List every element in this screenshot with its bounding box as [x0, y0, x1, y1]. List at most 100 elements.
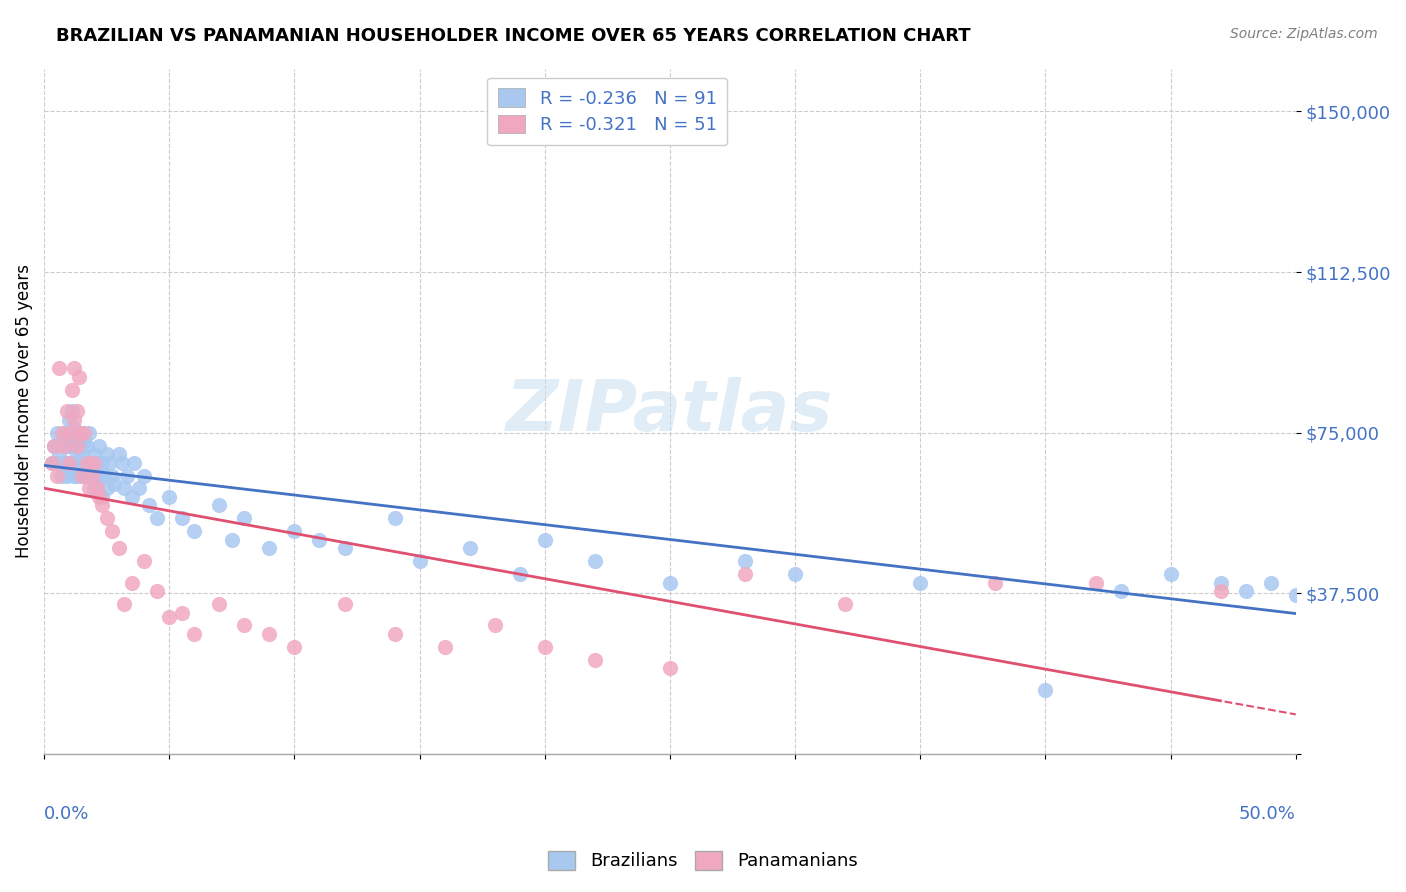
Point	[384, 627, 406, 641]
Point	[45, 468, 67, 483]
Point	[58, 456, 80, 470]
Point	[48, 361, 70, 376]
Point	[76, 438, 98, 452]
Point	[53, 438, 76, 452]
Point	[58, 425, 80, 440]
Point	[333, 541, 356, 556]
Point	[183, 524, 205, 539]
Point	[233, 618, 256, 632]
Text: Source: ZipAtlas.com: Source: ZipAtlas.com	[1230, 27, 1378, 41]
Point	[80, 468, 103, 483]
Point	[103, 477, 125, 491]
Point	[93, 468, 115, 483]
Point	[533, 533, 555, 547]
Point	[53, 434, 76, 449]
Y-axis label: Householder Income Over 65 years: Householder Income Over 65 years	[15, 264, 32, 558]
Point	[183, 627, 205, 641]
Point	[60, 383, 83, 397]
Text: 0.0%: 0.0%	[44, 805, 90, 823]
Point	[1084, 575, 1107, 590]
Point	[45, 456, 67, 470]
Point	[108, 447, 131, 461]
Point	[1035, 682, 1057, 697]
Point	[170, 511, 193, 525]
Point	[333, 597, 356, 611]
Point	[157, 610, 180, 624]
Point	[170, 606, 193, 620]
Point	[910, 575, 932, 590]
Point	[63, 468, 86, 483]
Point	[63, 413, 86, 427]
Point	[834, 597, 856, 611]
Point	[77, 456, 100, 470]
Point	[259, 541, 281, 556]
Point	[70, 425, 93, 440]
Point	[283, 640, 305, 654]
Point	[145, 584, 167, 599]
Point	[58, 456, 80, 470]
Point	[96, 447, 118, 461]
Point	[1260, 575, 1282, 590]
Point	[734, 554, 756, 568]
Point	[90, 490, 112, 504]
Point	[60, 404, 83, 418]
Point	[83, 456, 105, 470]
Point	[42, 438, 65, 452]
Point	[60, 456, 83, 470]
Point	[98, 456, 121, 470]
Point	[63, 438, 86, 452]
Point	[484, 618, 506, 632]
Point	[73, 434, 96, 449]
Point	[96, 511, 118, 525]
Point	[58, 438, 80, 452]
Point	[208, 597, 231, 611]
Point	[55, 468, 77, 483]
Point	[76, 456, 98, 470]
Point	[121, 490, 143, 504]
Point	[53, 456, 76, 470]
Point	[58, 413, 80, 427]
Point	[67, 370, 90, 384]
Point	[145, 511, 167, 525]
Point	[157, 490, 180, 504]
Point	[112, 597, 135, 611]
Point	[55, 456, 77, 470]
Point	[63, 421, 86, 435]
Point	[89, 438, 111, 452]
Point	[67, 425, 90, 440]
Point	[984, 575, 1007, 590]
Point	[51, 468, 73, 483]
Point	[51, 425, 73, 440]
Point	[77, 481, 100, 495]
Text: BRAZILIAN VS PANAMANIAN HOUSEHOLDER INCOME OVER 65 YEARS CORRELATION CHART: BRAZILIAN VS PANAMANIAN HOUSEHOLDER INCO…	[56, 27, 972, 45]
Point	[41, 456, 63, 470]
Point	[1234, 584, 1257, 599]
Point	[55, 404, 77, 418]
Point	[121, 575, 143, 590]
Point	[233, 511, 256, 525]
Legend: Brazilians, Panamanians: Brazilians, Panamanians	[541, 844, 865, 878]
Point	[138, 499, 160, 513]
Point	[70, 447, 93, 461]
Point	[42, 438, 65, 452]
Point	[53, 425, 76, 440]
Point	[41, 456, 63, 470]
Point	[221, 533, 243, 547]
Point	[785, 567, 807, 582]
Point	[259, 627, 281, 641]
Point	[66, 434, 89, 449]
Point	[128, 481, 150, 495]
Point	[100, 468, 122, 483]
Point	[89, 468, 111, 483]
Point	[134, 554, 156, 568]
Point	[70, 468, 93, 483]
Point	[60, 425, 83, 440]
Point	[67, 456, 90, 470]
Point	[122, 456, 145, 470]
Point	[208, 499, 231, 513]
Point	[67, 438, 90, 452]
Point	[77, 425, 100, 440]
Point	[658, 661, 681, 675]
Point	[384, 511, 406, 525]
Point	[45, 425, 67, 440]
